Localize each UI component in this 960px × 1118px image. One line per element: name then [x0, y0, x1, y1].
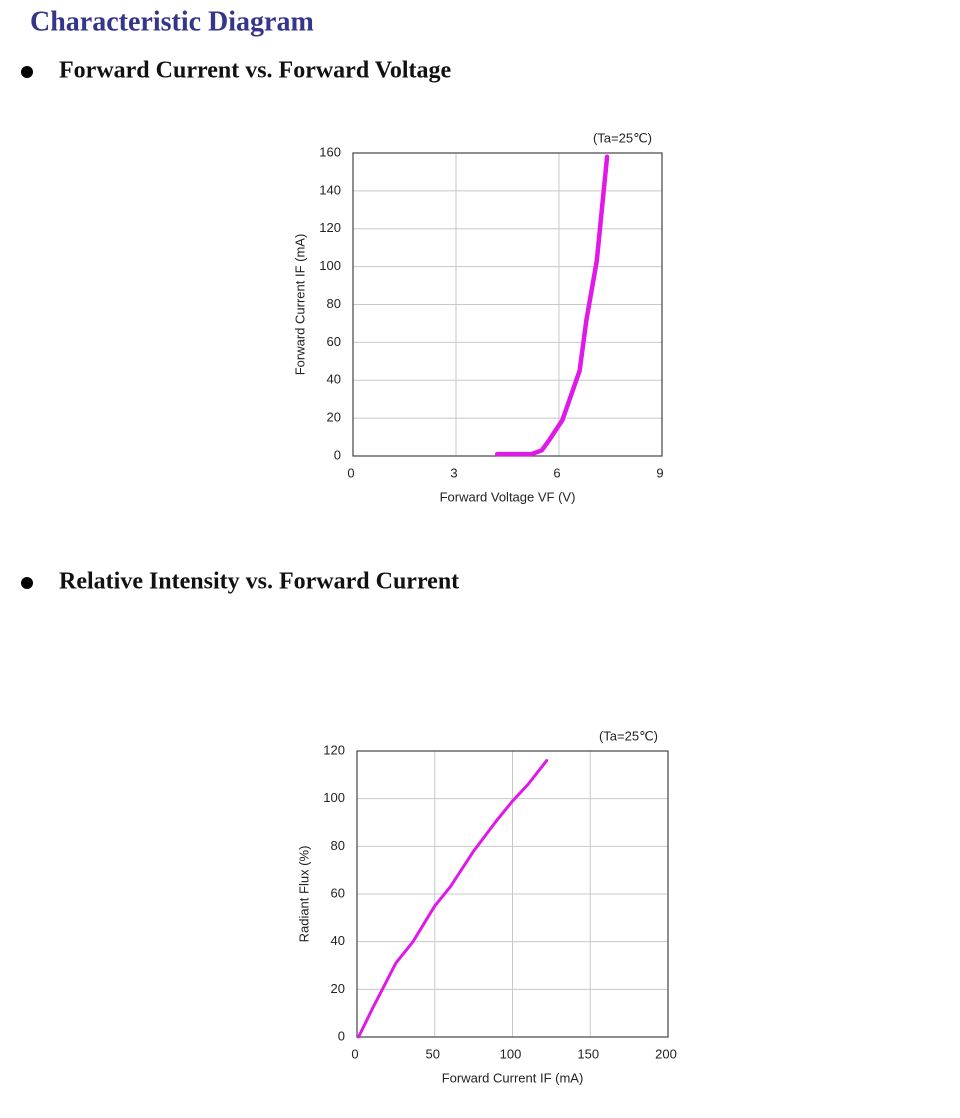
y-tick-label: 80 — [331, 838, 345, 853]
page-title: Characteristic Diagram — [30, 6, 314, 37]
y-tick-label: 0 — [334, 447, 341, 462]
y-tick-label: 40 — [327, 372, 341, 387]
bullet — [21, 66, 33, 78]
data-line — [494, 154, 610, 457]
y-tick-label: 60 — [327, 334, 341, 349]
annotation: (Ta=25℃) — [599, 728, 658, 743]
data-line — [357, 759, 549, 1039]
bullet — [21, 577, 33, 589]
section-heading: Forward Current vs. Forward Voltage — [59, 58, 452, 84]
y-tick-label: 60 — [331, 885, 345, 900]
plot-frame — [356, 750, 669, 1038]
x-tick-label: 3 — [450, 465, 457, 480]
x-axis-title: Forward Voltage VF (V) — [440, 489, 576, 504]
x-tick-label: 0 — [347, 465, 354, 480]
section-heading: Relative Intensity vs. Forward Current — [59, 569, 459, 595]
y-tick-label: 100 — [319, 258, 341, 273]
y-tick-label: 100 — [323, 790, 345, 805]
y-tick-label: 40 — [331, 933, 345, 948]
x-axis-title: Forward Current IF (mA) — [442, 1070, 584, 1085]
y-axis-title: Radiant Flux (%) — [296, 846, 311, 943]
x-tick-label: 6 — [553, 465, 560, 480]
y-tick-label: 20 — [327, 410, 341, 425]
x-tick-label: 150 — [577, 1046, 599, 1061]
y-tick-label: 140 — [319, 182, 341, 197]
y-tick-label: 20 — [331, 981, 345, 996]
x-tick-label: 0 — [351, 1046, 358, 1061]
y-tick-label: 80 — [327, 296, 341, 311]
x-tick-label: 9 — [656, 465, 663, 480]
x-tick-label: 100 — [500, 1046, 522, 1061]
annotation: (Ta=25℃) — [593, 130, 652, 145]
x-tick-label: 50 — [426, 1046, 440, 1061]
y-tick-label: 0 — [338, 1028, 345, 1043]
x-tick-label: 200 — [655, 1046, 677, 1061]
y-tick-label: 120 — [319, 220, 341, 235]
y-axis-title: Forward Current IF (mA) — [292, 234, 307, 376]
y-tick-label: 120 — [323, 742, 345, 757]
y-tick-label: 160 — [319, 144, 341, 159]
